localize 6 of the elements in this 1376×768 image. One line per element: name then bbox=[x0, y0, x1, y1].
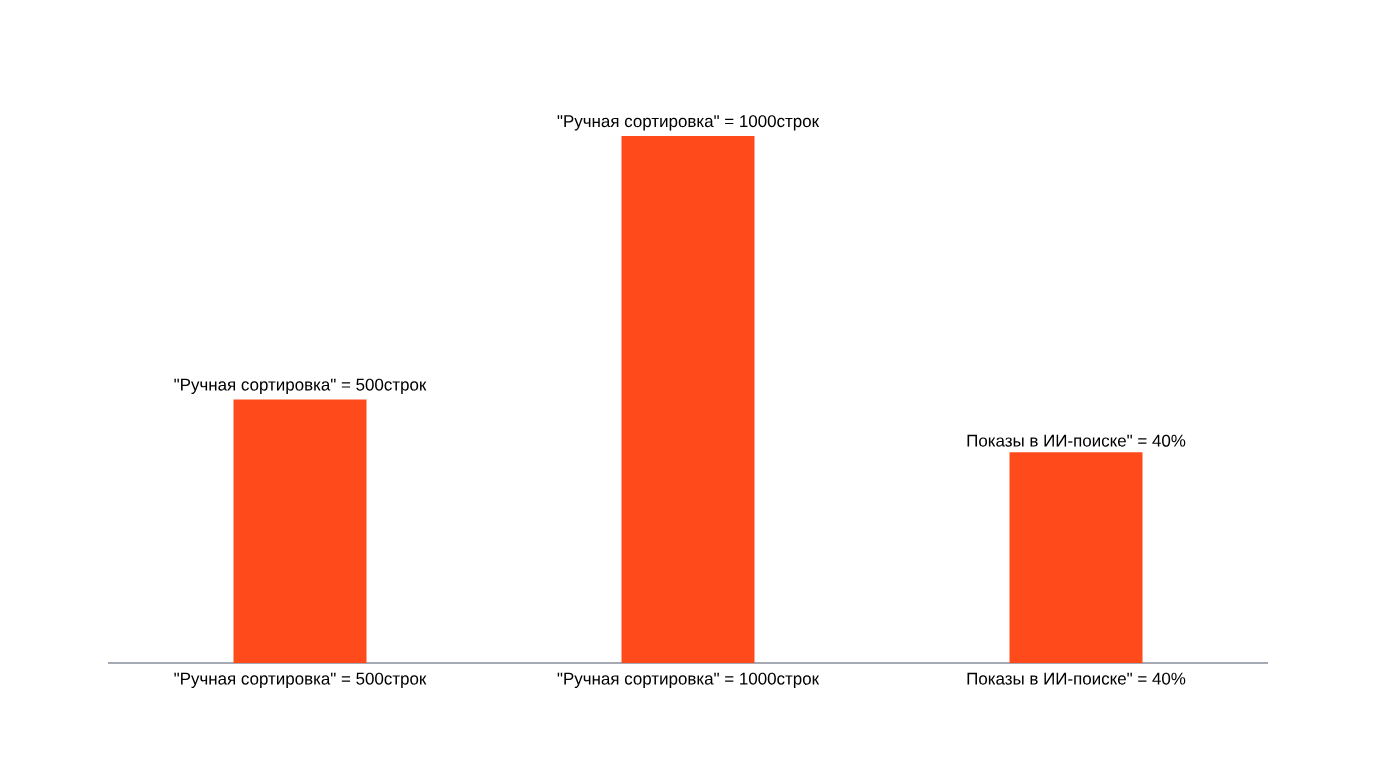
data-label: "Ручная сортировка" = 1000строк bbox=[557, 115, 820, 131]
x-tick-label: "Ручная сортировка" = 500строк bbox=[174, 672, 427, 688]
data-label: Показы в ИИ-поиске" = 40% bbox=[967, 434, 1186, 447]
x-tick-label: Показы в ИИ-поиске" = 40% bbox=[967, 672, 1186, 685]
x-tick-label: "Ручная сортировка" = 1000строк bbox=[557, 672, 820, 688]
data-label: "Ручная сортировка" = 500строк bbox=[174, 378, 427, 394]
